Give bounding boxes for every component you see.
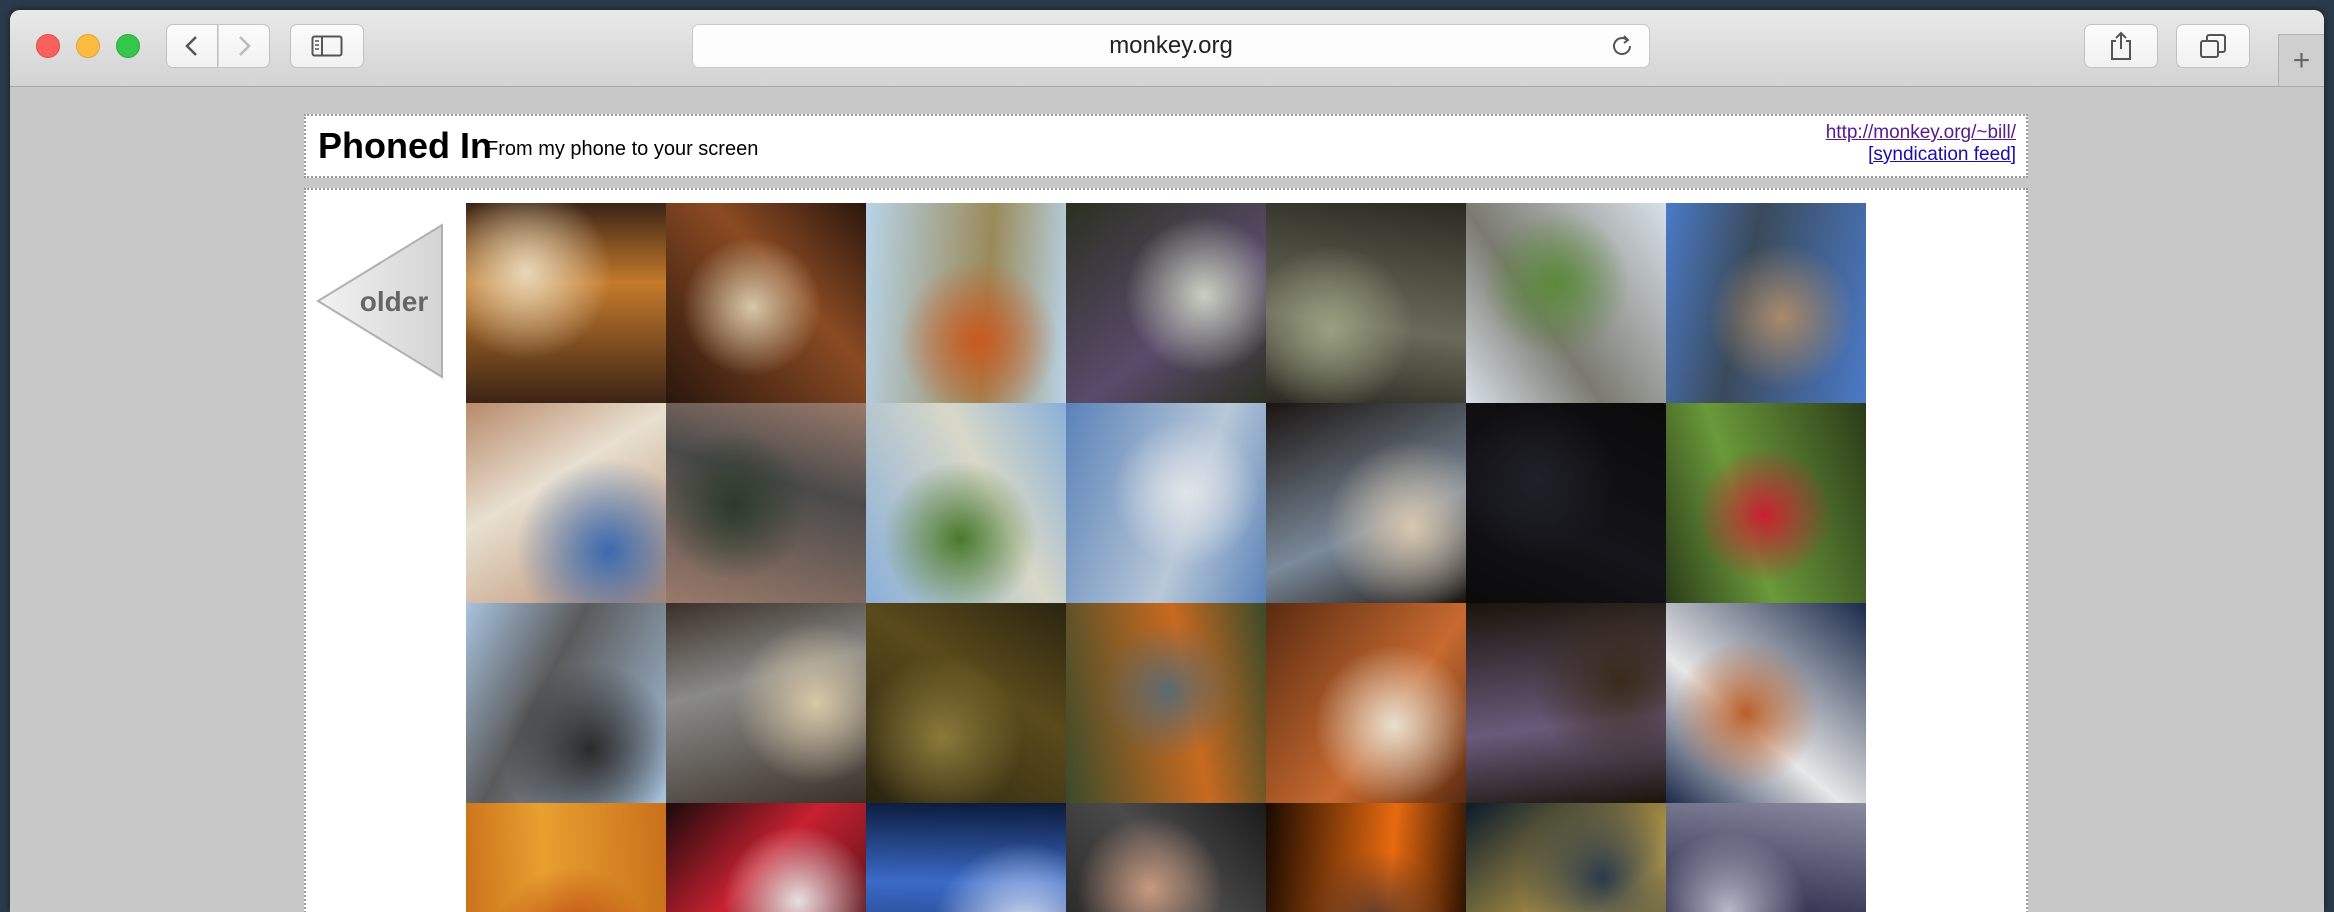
dark-table-photo[interactable] — [866, 603, 1066, 803]
orange-car-photo[interactable] — [866, 203, 1066, 403]
orange-lights-photo[interactable] — [1266, 803, 1466, 912]
station-sign-photo[interactable] — [466, 403, 666, 603]
older-label: older — [360, 286, 429, 317]
reload-icon[interactable] — [1609, 33, 1635, 59]
show-tabs-button[interactable] — [2176, 24, 2250, 68]
clouds-sky-photo[interactable] — [1066, 403, 1266, 603]
night-crowd-photo[interactable] — [1466, 603, 1666, 803]
photo-grid — [466, 203, 1866, 912]
forward-button[interactable] — [218, 24, 270, 68]
street-sign-photo[interactable] — [1266, 603, 1466, 803]
page-title: Phoned In — [318, 125, 492, 166]
address-bar[interactable]: monkey.org — [692, 24, 1650, 68]
site-header: Phoned In From my phone to your screen h… — [304, 114, 2028, 178]
syndication-feed-link[interactable]: [syndication feed] — [1868, 144, 2016, 165]
older-arrow-button[interactable]: older — [316, 223, 444, 379]
street-red-car-photo[interactable] — [1466, 203, 1666, 403]
pizza-photo[interactable] — [466, 803, 666, 912]
jesus-sign-photo[interactable] — [1466, 803, 1666, 912]
concert-blue-lights-photo[interactable] — [866, 803, 1066, 912]
redwood-trunk-photo[interactable] — [1066, 203, 1266, 403]
red-berries-photo[interactable] — [1666, 403, 1866, 603]
apartment-building-photo[interactable] — [666, 403, 866, 603]
browser-window: monkey.org + Phoned In From my phone to … — [10, 10, 2324, 912]
address-text: monkey.org — [1109, 32, 1233, 59]
web-content: Phoned In From my phone to your screen h… — [10, 87, 2324, 912]
beer-flight-photo[interactable] — [466, 203, 666, 403]
concert-red-lights-photo[interactable] — [666, 803, 866, 912]
minimize-window-button[interactable] — [76, 34, 100, 58]
share-button[interactable] — [2084, 24, 2158, 68]
park-lawn-photo[interactable] — [866, 403, 1066, 603]
night-moon-photo[interactable] — [1466, 403, 1666, 603]
tree-bark-photo[interactable] — [1266, 203, 1466, 403]
taproom-logo-photo[interactable] — [666, 603, 866, 803]
share-icon — [2111, 31, 2131, 60]
boots-photo[interactable] — [1666, 803, 1866, 912]
back-button[interactable] — [166, 24, 218, 68]
chevron-right-icon — [239, 36, 251, 56]
food-truck-photo[interactable] — [1066, 603, 1266, 803]
zoom-window-button[interactable] — [116, 34, 140, 58]
page-tagline: From my phone to your screen — [486, 138, 759, 160]
plus-icon: + — [2292, 43, 2311, 77]
tv-screen-photo[interactable] — [1266, 403, 1466, 603]
homepage-link[interactable]: http://monkey.org/~bill/ — [1825, 122, 2016, 143]
browser-toolbar: monkey.org + — [10, 10, 2324, 87]
chevron-left-icon — [185, 36, 197, 56]
sidebar-toggle-button[interactable] — [290, 24, 364, 68]
sidebar-icon — [311, 35, 343, 57]
plates-food-photo[interactable] — [1666, 603, 1866, 803]
group-selfie-photo[interactable] — [1066, 803, 1266, 912]
close-window-button[interactable] — [36, 34, 60, 58]
tabs-overview-icon — [2200, 34, 2226, 58]
header-links: http://monkey.org/~bill/ [syndication fe… — [1826, 122, 2016, 166]
beer-coasters-photo[interactable] — [666, 203, 866, 403]
tall-building-photo[interactable] — [1666, 203, 1866, 403]
new-tab-button[interactable]: + — [2278, 34, 2324, 86]
stadium-seats-photo[interactable] — [466, 603, 666, 803]
photo-gallery: older — [304, 188, 2028, 912]
